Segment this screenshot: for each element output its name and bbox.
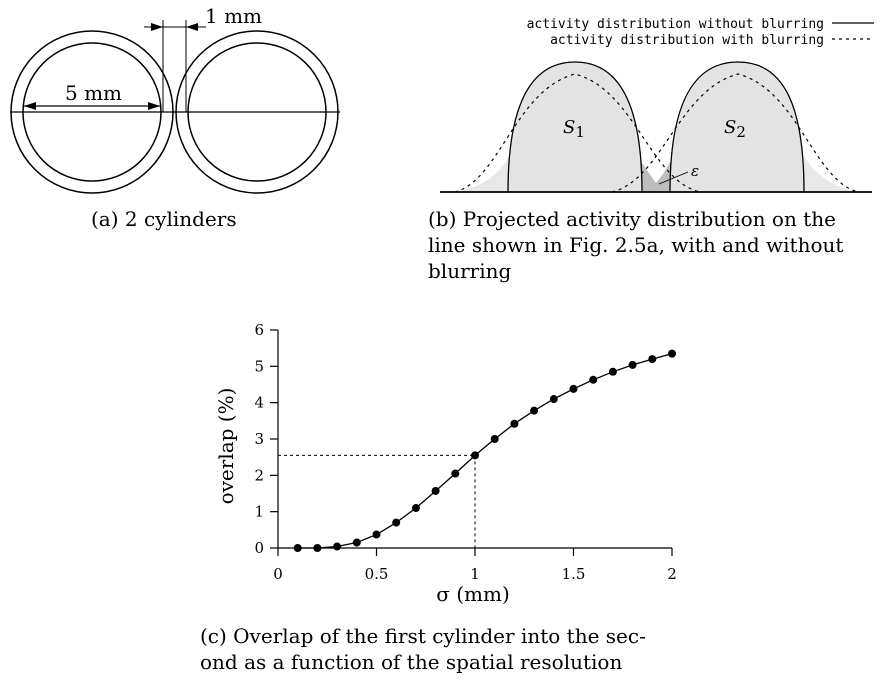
panel-b-plot: S1 S2 ε — [440, 61, 872, 193]
sharp-curve-s2 — [669, 61, 805, 193]
y-axis-label: overlap (%) — [214, 388, 238, 505]
gap-arrow-right — [186, 23, 198, 31]
y-tick-label: 0 — [254, 539, 264, 557]
legend-without-label: activity distribution without blurring — [527, 17, 824, 32]
data-point — [471, 451, 479, 460]
y-tick-label: 4 — [254, 394, 264, 412]
epsilon-pointer — [658, 171, 689, 185]
blur-tail-right — [804, 156, 858, 192]
data-point — [392, 518, 401, 527]
x-tick-label: 1 — [470, 565, 480, 583]
reference-lines — [278, 454, 476, 548]
caption-b-line-3: blurring — [428, 259, 512, 283]
caption-a: (a) 2 cylinders — [91, 207, 237, 231]
panel-c-chart: 0 1 2 3 4 5 6 0 0.5 1 1.5 2 overlap (%) σ (mm) — [214, 321, 677, 606]
x-tick-label: 1.5 — [562, 565, 586, 583]
data-point — [589, 375, 598, 384]
data-point — [333, 542, 342, 551]
diameter-dimension-label: 5 mm — [65, 81, 122, 105]
label-s1: S1 — [563, 117, 585, 141]
x-tick-label: 2 — [667, 565, 677, 583]
data-point — [668, 349, 676, 358]
data-point — [451, 469, 460, 478]
data-point — [372, 530, 381, 539]
data-point — [608, 367, 617, 376]
x-axis-ticks: 0 0.5 1 1.5 2 — [273, 548, 677, 583]
data-point — [569, 384, 578, 393]
y-tick-label: 1 — [254, 503, 264, 521]
y-tick-label: 6 — [254, 321, 264, 339]
series-markers — [293, 349, 676, 552]
data-point — [530, 406, 539, 415]
panel-a-diagram — [10, 20, 340, 194]
data-point — [293, 544, 302, 552]
y-axis-ticks: 0 1 2 3 4 5 6 — [254, 321, 278, 557]
gap-dimension-label: 1 mm — [205, 4, 262, 28]
data-point — [510, 419, 519, 428]
caption-c-line-2: ond as a function of the spatial resolut… — [200, 650, 623, 674]
panel-a-arrowheads — [24, 23, 198, 110]
y-tick-label: 3 — [254, 430, 264, 448]
caption-b-line-2: line shown in Fig. 2.5a, with and withou… — [428, 233, 844, 257]
caption-b: (b) Projected activity distribution on t… — [428, 206, 843, 284]
panel-b-legend: activity distribution without blurring a… — [527, 17, 874, 48]
data-point — [352, 538, 361, 547]
data-point — [549, 395, 558, 404]
x-axis-label: σ (mm) — [436, 582, 510, 606]
sharp-region-s1 — [508, 62, 642, 192]
data-point — [431, 486, 440, 495]
caption-c-line-1: (c) Overlap of the first cylinder into t… — [200, 624, 646, 648]
label-epsilon: ε — [691, 162, 699, 180]
gap-arrow-left — [151, 23, 163, 31]
sharp-curve-s1 — [507, 61, 643, 193]
diameter-arrow-left — [24, 102, 36, 110]
y-tick-label: 2 — [254, 466, 264, 484]
data-point — [411, 504, 420, 513]
data-point — [490, 435, 499, 443]
caption-c: (c) Overlap of the first cylinder into t… — [200, 623, 646, 675]
data-point — [628, 360, 637, 369]
overlap-region — [640, 160, 671, 192]
legend-with-label: activity distribution with blurring — [550, 33, 824, 48]
x-tick-label: 0.5 — [365, 565, 389, 583]
blurred-curve-s2 — [611, 73, 859, 193]
blur-tail-left — [455, 156, 509, 192]
diameter-arrow-right — [148, 102, 160, 110]
x-tick-label: 0 — [273, 565, 283, 583]
data-point — [313, 544, 322, 552]
y-tick-label: 5 — [254, 357, 264, 375]
series-line — [297, 352, 673, 549]
caption-b-line-1: (b) Projected activity distribution on t… — [428, 207, 836, 231]
label-s2: S2 — [724, 117, 746, 141]
data-point — [648, 355, 657, 364]
